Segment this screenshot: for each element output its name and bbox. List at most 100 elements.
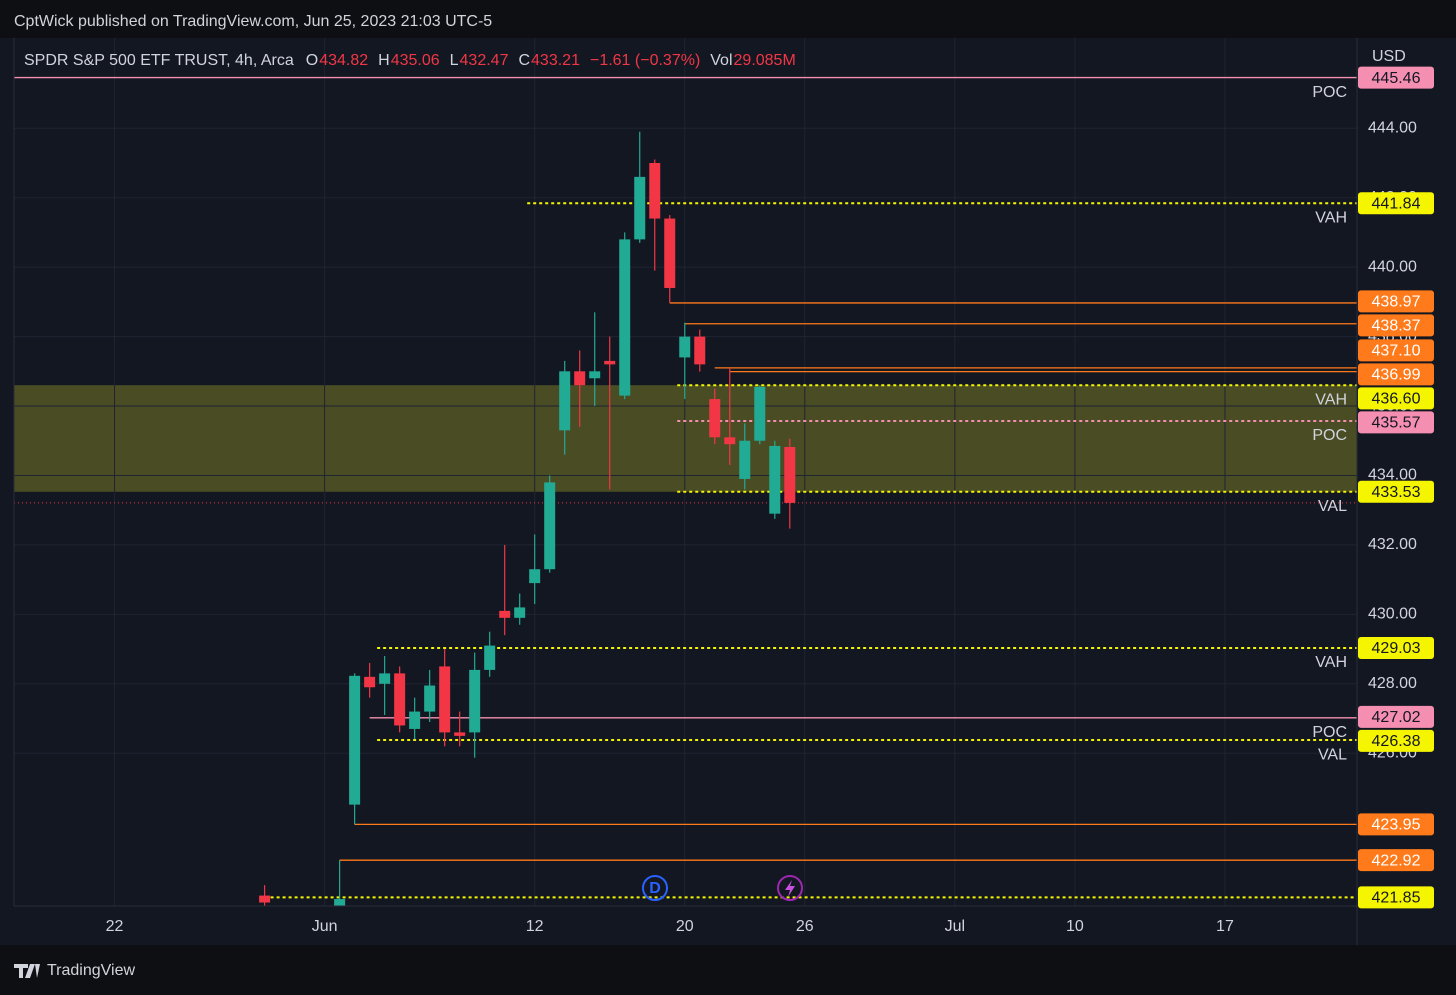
candle-body <box>589 371 601 379</box>
y-tick-label: 430.00 <box>1368 606 1417 623</box>
candle-body <box>484 645 496 670</box>
price-label: 436.99 <box>1372 367 1421 384</box>
candle-body <box>649 162 661 219</box>
candle-body <box>379 673 391 684</box>
x-tick-label: 26 <box>796 918 814 935</box>
price-label-box <box>1358 886 1434 909</box>
candle-body <box>619 239 631 396</box>
level-tag: VAL <box>1318 746 1347 763</box>
candle-body <box>364 676 376 688</box>
candle-body <box>679 336 691 358</box>
y-tick-label: 434.00 <box>1368 467 1417 484</box>
logo-mark <box>14 964 40 978</box>
dividend-icon[interactable] <box>642 875 668 901</box>
price-label-box <box>1358 314 1434 337</box>
price-label: 427.02 <box>1372 709 1421 726</box>
candle-body <box>469 669 481 733</box>
price-label: 435.57 <box>1372 415 1421 432</box>
y-tick-label: 444.00 <box>1368 119 1417 136</box>
logo-text: TradingView <box>47 962 135 979</box>
candle-body <box>349 675 361 805</box>
legend-value: −1.61 (−0.37%) <box>590 52 700 69</box>
candle-body <box>724 437 736 445</box>
y-tick-label: 428.00 <box>1368 675 1417 692</box>
price-label-box <box>1358 729 1434 752</box>
event-icon[interactable] <box>777 875 803 901</box>
price-label: 438.97 <box>1372 294 1421 311</box>
candle-body <box>604 360 616 365</box>
level-tag: VAH <box>1315 209 1347 226</box>
legend-key: Vol <box>710 52 732 69</box>
price-label-box <box>1358 339 1434 362</box>
price-label: 426.38 <box>1372 733 1421 750</box>
candle-body <box>709 399 721 438</box>
legend-key: O <box>306 52 318 69</box>
level-tag: VAL <box>1318 498 1347 515</box>
price-label: 445.46 <box>1372 70 1421 87</box>
x-tick-label: 10 <box>1066 918 1084 935</box>
candle-body <box>499 610 511 618</box>
y-tick-label: 440.00 <box>1368 258 1417 275</box>
candle-body <box>574 371 586 386</box>
candle-body <box>394 673 406 726</box>
price-label-box <box>1358 849 1434 872</box>
price-label: 433.53 <box>1372 484 1421 501</box>
legend-key: C <box>518 52 530 69</box>
x-tick-label: 22 <box>106 918 124 935</box>
legend-key: L <box>450 52 459 69</box>
price-label: 438.37 <box>1372 318 1421 335</box>
x-tick-label: 12 <box>526 918 544 935</box>
top-bar <box>0 0 1456 38</box>
level-tag: VAH <box>1315 654 1347 671</box>
candle-body <box>739 440 751 479</box>
price-label-box <box>1358 705 1434 728</box>
candle-body <box>769 445 781 514</box>
candle-body <box>784 447 796 503</box>
x-tick-label: Jul <box>945 918 965 935</box>
level-tag: POC <box>1312 84 1347 101</box>
price-label-box <box>1358 637 1434 660</box>
legend-value: 435.06 <box>391 52 440 69</box>
candle-body <box>664 218 676 288</box>
price-label: 436.60 <box>1372 391 1421 408</box>
candle-body <box>424 685 436 712</box>
legend-value: 434.82 <box>319 52 368 69</box>
price-label-box <box>1358 66 1434 89</box>
y-tick-label: 432.00 <box>1368 536 1417 553</box>
legend-value: 432.47 <box>460 52 509 69</box>
candle-body <box>559 371 571 431</box>
price-label: 441.84 <box>1372 195 1421 212</box>
symbol: SPDR S&P 500 ETF TRUST, 4h, Arca <box>24 52 294 69</box>
candle-body <box>514 607 526 618</box>
candle-body <box>529 569 541 584</box>
dividend-icon-letter: D <box>649 880 661 897</box>
x-tick-label: Jun <box>312 918 338 935</box>
price-label: 422.92 <box>1372 852 1421 869</box>
price-label-box <box>1358 192 1434 215</box>
candle-body <box>454 732 466 736</box>
bottom-bar <box>0 945 1456 995</box>
publisher: CptWick published on TradingView.com, Ju… <box>14 13 492 30</box>
price-label: 423.95 <box>1372 817 1421 834</box>
legend-key: H <box>378 52 390 69</box>
price-label: 429.03 <box>1372 640 1421 657</box>
price-label-box <box>1358 387 1434 410</box>
price-label-box <box>1358 411 1434 434</box>
price-label: 421.85 <box>1372 890 1421 907</box>
candle-body <box>544 482 556 570</box>
candle-body <box>334 899 346 906</box>
level-tag: POC <box>1312 724 1347 741</box>
x-tick-label: 20 <box>676 918 694 935</box>
candle-body <box>409 711 421 729</box>
price-label-box <box>1358 290 1434 313</box>
candle-body <box>439 666 451 733</box>
price-label-box <box>1358 480 1434 503</box>
price-label: 437.10 <box>1372 343 1421 360</box>
level-tag: VAH <box>1315 391 1347 408</box>
legend-value: 433.21 <box>531 52 580 69</box>
candle-body <box>634 176 646 240</box>
candle-body <box>259 895 271 903</box>
candle-body <box>694 336 706 365</box>
currency: USD <box>1372 48 1406 65</box>
